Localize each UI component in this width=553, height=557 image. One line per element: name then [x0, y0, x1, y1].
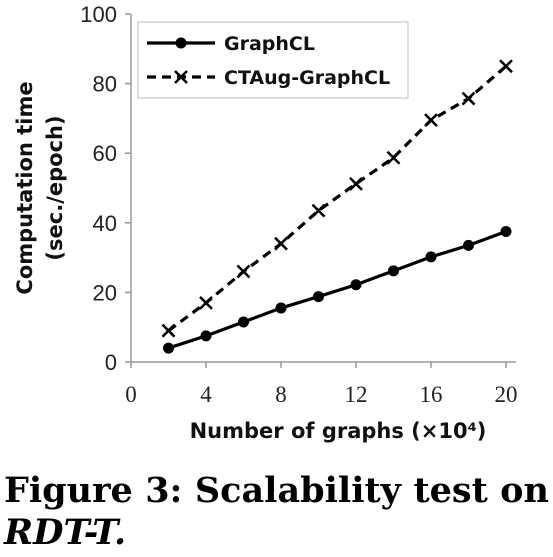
y-tick-label: 60 [93, 141, 117, 166]
legend-item-0: GraphCL [147, 33, 315, 55]
series-line [167, 64, 508, 332]
caption-word: test [413, 470, 488, 511]
x-axis-label: Number of graphs (×10⁴) [190, 419, 487, 443]
data-point [349, 176, 363, 191]
series-layer [161, 59, 513, 354]
x-tick-label: 20 [495, 382, 518, 407]
data-point [463, 239, 474, 251]
figure-caption: Figure 3: Scalability test on RDT-T. [4, 470, 549, 554]
line-chart: 0 20 40 60 80 100 0 4 8 12 16 20 GraphCL CTAug-Grap… [13, 2, 518, 443]
x-tick-label: 0 [125, 382, 137, 407]
x-axis-ticks: 0 4 8 12 16 20 [125, 362, 518, 407]
caption-word: 3: [145, 470, 183, 511]
data-point [238, 316, 249, 328]
data-point [313, 291, 324, 303]
data-point [425, 251, 437, 263]
legend-label: GraphCL [224, 33, 315, 55]
x-tick-label: 16 [420, 382, 443, 407]
legend-marker [174, 70, 188, 84]
data-point [199, 295, 213, 310]
series-0 [163, 226, 512, 354]
series-1 [161, 59, 513, 338]
y-tick-label: 40 [93, 211, 117, 236]
caption-word: on [500, 470, 549, 511]
data-point [499, 59, 513, 74]
caption-word: Scalability [194, 470, 402, 511]
legend: GraphCL CTAug-GraphCL [137, 21, 409, 99]
axes [130, 14, 516, 363]
data-point [350, 279, 362, 291]
x-tick-label: 8 [275, 382, 287, 407]
y-axis-ticks: 0 20 40 60 80 100 [80, 2, 131, 375]
data-point [424, 113, 438, 128]
data-point [236, 264, 251, 279]
data-point [161, 323, 176, 338]
y-tick-label: 20 [93, 280, 117, 305]
legend-label: CTAug-GraphCL [224, 67, 390, 89]
y-axis-label-line: (sec./epoch) [43, 115, 67, 260]
y-axis-label: Computation time (sec./epoch) [13, 81, 67, 294]
data-point [386, 150, 401, 165]
data-point [163, 342, 174, 354]
data-point [311, 203, 326, 218]
x-tick-label: 12 [345, 382, 368, 407]
y-tick-label: 80 [93, 72, 117, 97]
legend-item-1: CTAug-GraphCL [147, 67, 390, 89]
data-point [200, 330, 212, 342]
caption-line1: Figure 3: Scalability test on [4, 470, 549, 512]
data-point [275, 302, 287, 314]
data-point [388, 265, 399, 277]
y-tick-label: 100 [80, 2, 117, 27]
data-point [274, 236, 288, 251]
legend-marker [175, 37, 187, 49]
y-axis-label-line: Computation time [13, 81, 37, 294]
x-tick-label: 4 [200, 382, 212, 407]
legend-box [137, 21, 409, 99]
data-point [461, 91, 476, 106]
caption-line2: RDT-T. [4, 512, 127, 553]
data-point [500, 226, 512, 237]
caption-word: Figure [4, 470, 133, 511]
y-tick-label: 0 [105, 350, 117, 375]
series-line [168, 230, 507, 350]
